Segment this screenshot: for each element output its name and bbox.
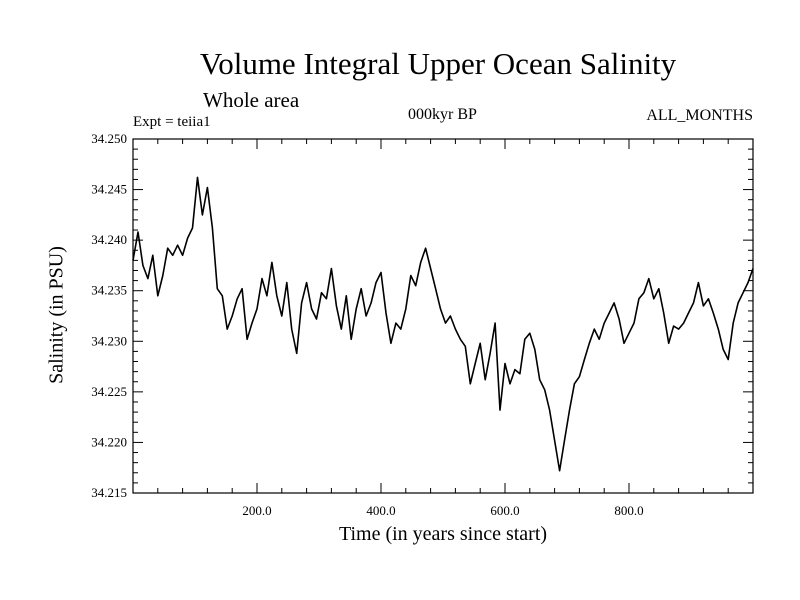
y-tick-label: 34.230: [91, 333, 127, 348]
period-label: 000kyr BP: [408, 106, 477, 123]
months-label: ALL_MONTHS: [646, 107, 753, 124]
x-tick-label: 800.0: [614, 503, 643, 518]
y-tick-label: 34.240: [91, 232, 127, 247]
y-tick-label: 34.250: [91, 131, 127, 146]
x-tick-label: 400.0: [366, 503, 395, 518]
x-tick-label: 200.0: [242, 503, 271, 518]
y-tick-label: 34.235: [91, 283, 127, 298]
chart-title: Volume Integral Upper Ocean Salinity: [199, 46, 677, 81]
area-subtitle: Whole area: [203, 88, 300, 112]
salinity-series-line: [132, 176, 754, 472]
y-tick-label: 34.245: [91, 182, 127, 197]
experiment-label: Expt = teiia1: [133, 114, 211, 130]
axis-tick-labels: 200.0 400.0 600.0 800.0 34.215 34.220 34.225 34…: [91, 131, 643, 518]
y-tick-label: 34.215: [91, 485, 127, 500]
axis-ticks: [133, 139, 753, 493]
x-axis-label: Time (in years since start): [338, 523, 548, 545]
y-tick-label: 34.225: [91, 384, 127, 399]
x-tick-label: 600.0: [490, 503, 519, 518]
y-tick-label: 34.220: [91, 434, 127, 449]
plot-frame: [132, 138, 754, 494]
